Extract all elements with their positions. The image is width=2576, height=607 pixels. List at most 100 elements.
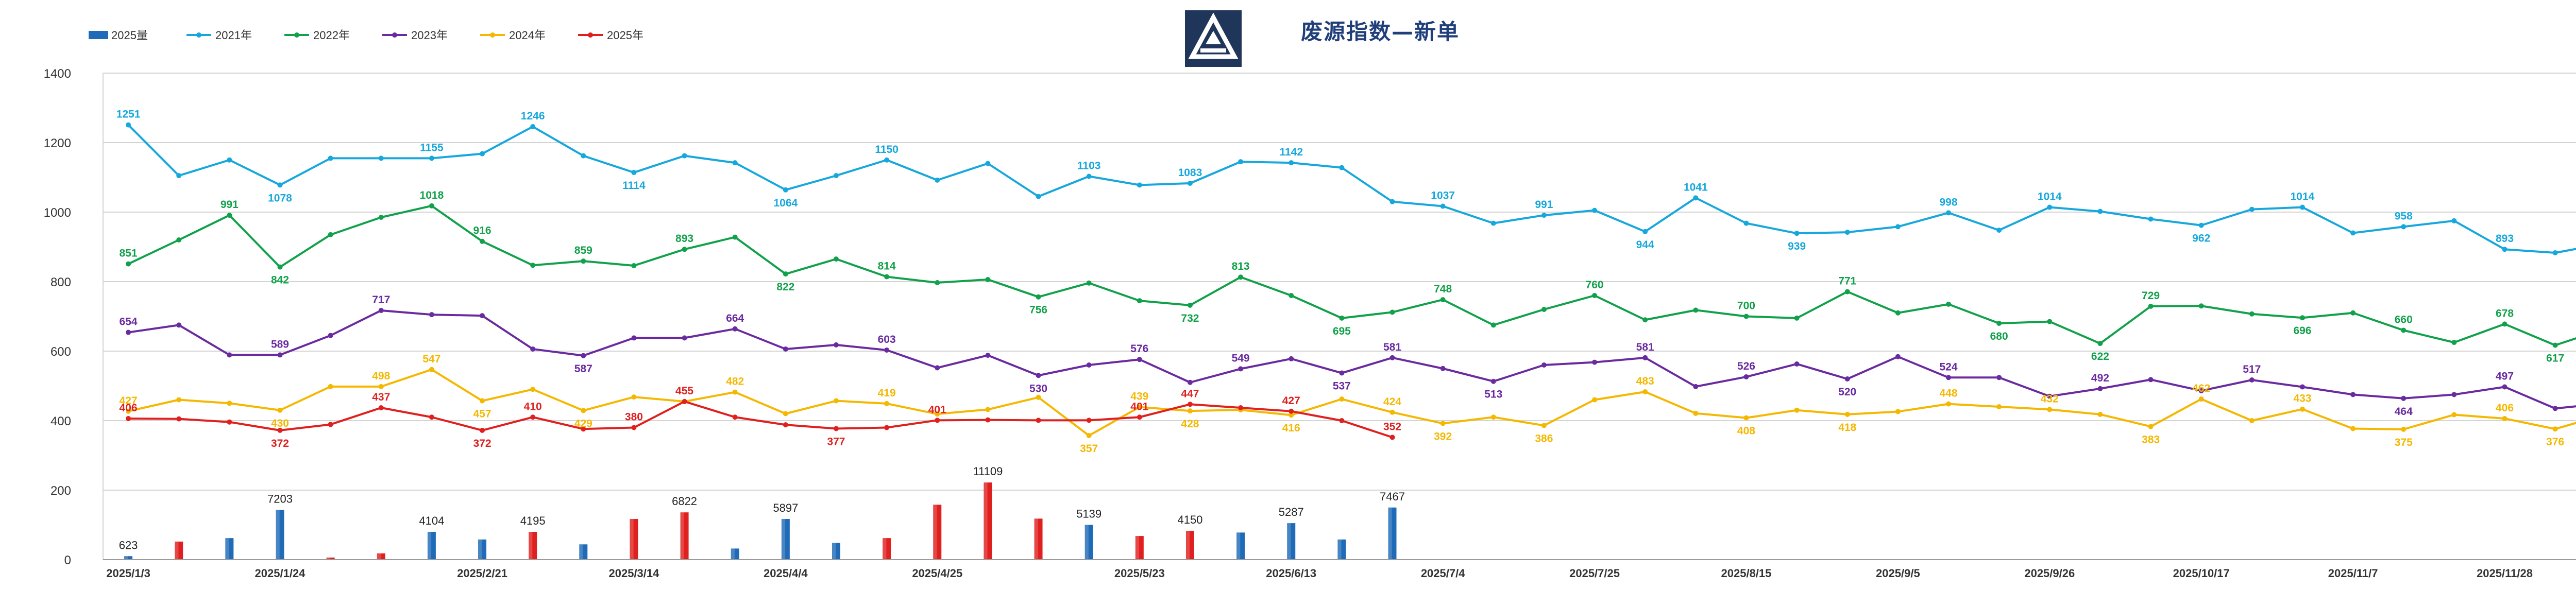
bar (933, 505, 942, 560)
series-point (2451, 340, 2457, 345)
series-point (2451, 218, 2457, 223)
bar-highlight (933, 505, 937, 560)
data-label: 1251 (116, 109, 141, 120)
series-point (378, 405, 384, 411)
series-point (2299, 406, 2305, 412)
series-point (833, 256, 839, 262)
series-point (1137, 298, 1142, 304)
data-label: 859 (574, 245, 592, 256)
data-label: 1103 (1077, 160, 1101, 171)
data-label: 432 (2041, 393, 2059, 405)
bar (1185, 530, 1194, 560)
bar-highlight (1236, 532, 1241, 560)
series-point (530, 263, 536, 268)
series-point (1187, 402, 1193, 407)
data-label: 729 (2142, 290, 2160, 302)
series-point (126, 261, 131, 267)
data-label: 1064 (773, 197, 798, 209)
series-point (1541, 423, 1547, 428)
bar-highlight (1135, 536, 1140, 560)
series-point (935, 177, 940, 183)
series-point (1844, 230, 1850, 235)
series-point (480, 151, 485, 157)
data-label: 401 (1130, 401, 1148, 412)
series-point (2350, 392, 2356, 397)
bar (1236, 532, 1245, 560)
series-point (1187, 379, 1193, 385)
bar-label: 5139 (1076, 508, 1101, 521)
series-point (985, 417, 991, 423)
legend-swatch-bar (89, 31, 108, 39)
series-point (1137, 404, 1142, 410)
series-point (2249, 311, 2255, 317)
legend-item-label: 2025量 (111, 29, 148, 42)
series-point (1642, 355, 1648, 360)
data-label: 401 (928, 404, 946, 415)
legend-swatch-marker (392, 32, 397, 38)
series-point (2299, 315, 2305, 321)
series-point (2198, 396, 2204, 402)
data-label: 998 (1939, 196, 1957, 208)
bar-highlight (1034, 518, 1038, 560)
series-point (985, 276, 991, 282)
legend-item-label: 2024年 (509, 29, 546, 42)
bar-highlight (175, 541, 179, 560)
series-point (2249, 377, 2255, 383)
data-label: 851 (120, 248, 138, 259)
bar (832, 543, 840, 560)
data-label: 1246 (521, 110, 545, 122)
series-point (2401, 327, 2406, 333)
data-label: 1114 (622, 180, 646, 192)
data-labels: 623 7203 4104 4195 6822 5897 11109 5139 4150 5287… (116, 109, 2564, 552)
data-label: 1155 (420, 142, 444, 153)
series-point (2249, 418, 2255, 423)
series-point (227, 352, 232, 358)
data-label: 991 (221, 199, 239, 211)
series-point (328, 384, 333, 389)
series-point (1743, 374, 1749, 379)
series-point (732, 389, 738, 395)
bar-label: 7203 (267, 492, 293, 505)
data-label: 380 (625, 411, 643, 423)
series-point (1996, 228, 2002, 233)
series-point (2097, 411, 2103, 417)
series-point (1642, 317, 1648, 323)
data-label: 448 (1939, 388, 1957, 400)
data-label: 581 (1383, 341, 1401, 353)
series-point (2198, 388, 2204, 393)
data-label: 428 (1181, 418, 1199, 430)
series-point (2502, 415, 2507, 421)
series-point (2502, 247, 2507, 252)
y-tick-label: 400 (50, 414, 71, 428)
series-point (2502, 384, 2507, 390)
data-label: 497 (2496, 371, 2514, 383)
series-point (1339, 418, 1345, 423)
series-point (985, 161, 991, 166)
bar-highlight (478, 539, 482, 560)
bar-highlight (326, 557, 330, 560)
series-line (128, 400, 1393, 439)
bar-highlight (579, 544, 583, 560)
data-label: 406 (2496, 402, 2514, 414)
series-point (1693, 384, 1699, 389)
series-point (1339, 370, 1345, 376)
bar-highlight (731, 548, 735, 560)
data-label: 893 (2496, 233, 2514, 245)
bar-highlight (1337, 539, 1342, 560)
bar (680, 512, 689, 560)
series-point (833, 173, 839, 179)
data-label: 1078 (268, 192, 292, 204)
data-label: 760 (1586, 279, 1604, 291)
axes: 0 200 400 600 800 1000 1200 1400 2025/1/3 2025/1/… (44, 67, 2576, 580)
series-point (480, 238, 485, 244)
series-point (480, 398, 485, 404)
series-point (935, 418, 940, 423)
data-label: 457 (473, 408, 492, 420)
series-point (1946, 301, 1952, 307)
series-point (328, 232, 333, 237)
series-point (1137, 182, 1142, 188)
bar-highlight (1287, 523, 1291, 560)
data-label: 530 (1029, 383, 1047, 394)
series-point (1389, 435, 1395, 440)
x-tick-label: 2025/9/26 (2024, 567, 2075, 580)
